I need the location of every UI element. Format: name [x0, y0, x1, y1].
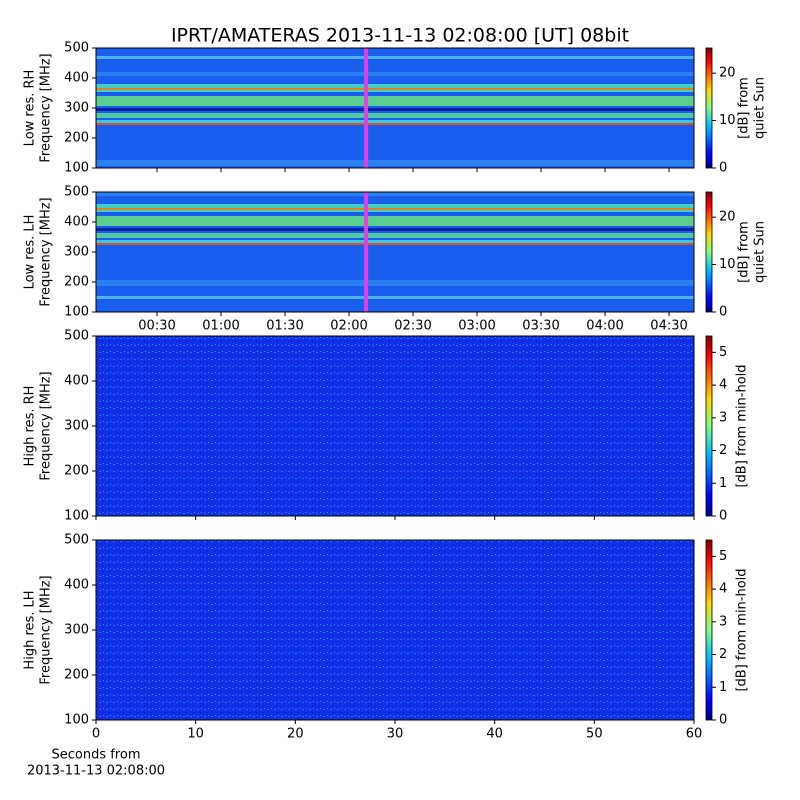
y-tick-label: 100 — [64, 305, 89, 320]
y-tick-label: 400 — [64, 374, 89, 389]
colorbar-tick-label: 0 — [719, 713, 727, 728]
colorbar-tick-label: 2 — [719, 443, 727, 458]
colorbar-tick-label: 4 — [719, 378, 727, 393]
colorbar-tick-label: 20 — [719, 210, 736, 225]
y-tick-label: 200 — [64, 275, 89, 290]
colorbar-label: [dB] from min-hold — [735, 364, 750, 487]
colorbar — [705, 539, 713, 721]
x-tick-label: 0 — [92, 727, 100, 742]
colorbar — [705, 191, 713, 313]
colorbar-tick-label: 5 — [719, 549, 727, 564]
x-tick-label: 20 — [287, 727, 304, 742]
colorbar-tick-label: 3 — [719, 410, 727, 425]
colorbar-tick-label: 1 — [719, 680, 727, 695]
colorbar-tick-label: 3 — [719, 614, 727, 629]
colorbar-tick-label: 10 — [719, 257, 736, 272]
y-tick-label: 400 — [64, 71, 89, 86]
x-tick-label: 03:00 — [458, 319, 495, 334]
x-tick-label: 10 — [187, 727, 204, 742]
colorbar-tick-label: 0 — [719, 305, 727, 320]
x-tick-label: 04:00 — [586, 319, 623, 334]
y-tick-label: 100 — [64, 713, 89, 728]
x-tick-label: 50 — [586, 727, 603, 742]
colorbar-tick-label: 0 — [719, 509, 727, 524]
colorbar-label: [dB] from — [737, 77, 752, 139]
x-tick-label: 40 — [486, 727, 503, 742]
y-tick-label: 500 — [64, 329, 89, 344]
chart-title: IPRT/AMATERAS 2013-11-13 02:08:00 [UT] 0… — [171, 25, 629, 47]
colorbar-tick-label: 4 — [719, 582, 727, 597]
colorbar-tick-label: 1 — [719, 476, 727, 491]
x-tick-label: 04:30 — [650, 319, 687, 334]
y-axis-label: Frequency [MHz] — [39, 371, 54, 480]
x-tick-label: 02:00 — [330, 319, 367, 334]
spectrogram — [96, 48, 694, 168]
colorbar-label: quiet Sun — [753, 221, 768, 283]
colorbar — [705, 47, 713, 169]
x-tick-label: 02:30 — [394, 319, 431, 334]
y-axis-label: Low res. RH — [23, 70, 38, 147]
colorbar-label: [dB] from — [737, 221, 752, 283]
y-tick-label: 200 — [64, 464, 89, 479]
y-axis-label: Frequency [MHz] — [39, 53, 54, 162]
colorbar-label: [dB] from min-hold — [735, 568, 750, 691]
y-axis-label: Frequency [MHz] — [39, 197, 54, 306]
y-tick-label: 300 — [64, 419, 89, 434]
y-tick-label: 300 — [64, 101, 89, 116]
y-tick-label: 300 — [64, 245, 89, 260]
y-tick-label: 100 — [64, 509, 89, 524]
y-tick-label: 100 — [64, 161, 89, 176]
colorbar-label: quiet Sun — [753, 77, 768, 139]
y-tick-label: 500 — [64, 41, 89, 56]
x-axis-label: 2013-11-13 02:08:00 — [27, 764, 165, 779]
spectrogram — [96, 192, 694, 312]
x-tick-label: 30 — [387, 727, 404, 742]
spectrogram — [96, 336, 694, 516]
y-tick-label: 500 — [64, 533, 89, 548]
colorbar-tick-label: 0 — [719, 161, 727, 176]
x-tick-label: 01:30 — [266, 319, 303, 334]
y-axis-label: Frequency [MHz] — [39, 575, 54, 684]
x-tick-label: 00:30 — [138, 319, 175, 334]
y-tick-label: 400 — [64, 578, 89, 593]
colorbar-tick-label: 10 — [719, 113, 736, 128]
colorbar-tick-label: 20 — [719, 66, 736, 81]
x-tick-label: 03:30 — [522, 319, 559, 334]
y-tick-label: 500 — [64, 185, 89, 200]
colorbar-tick-label: 2 — [719, 647, 727, 662]
x-axis-label: Seconds from — [51, 748, 140, 763]
y-tick-label: 400 — [64, 215, 89, 230]
colorbar — [705, 335, 713, 517]
y-tick-label: 200 — [64, 668, 89, 683]
y-axis-label: High res. RH — [23, 386, 38, 467]
x-tick-label: 60 — [686, 727, 703, 742]
x-tick-label: 01:00 — [202, 319, 239, 334]
y-axis-label: Low res. LH — [23, 215, 38, 290]
y-tick-label: 300 — [64, 623, 89, 638]
spectrogram — [96, 540, 694, 720]
y-tick-label: 200 — [64, 131, 89, 146]
colorbar-tick-label: 5 — [719, 345, 727, 360]
y-axis-label: High res. LH — [23, 590, 38, 669]
